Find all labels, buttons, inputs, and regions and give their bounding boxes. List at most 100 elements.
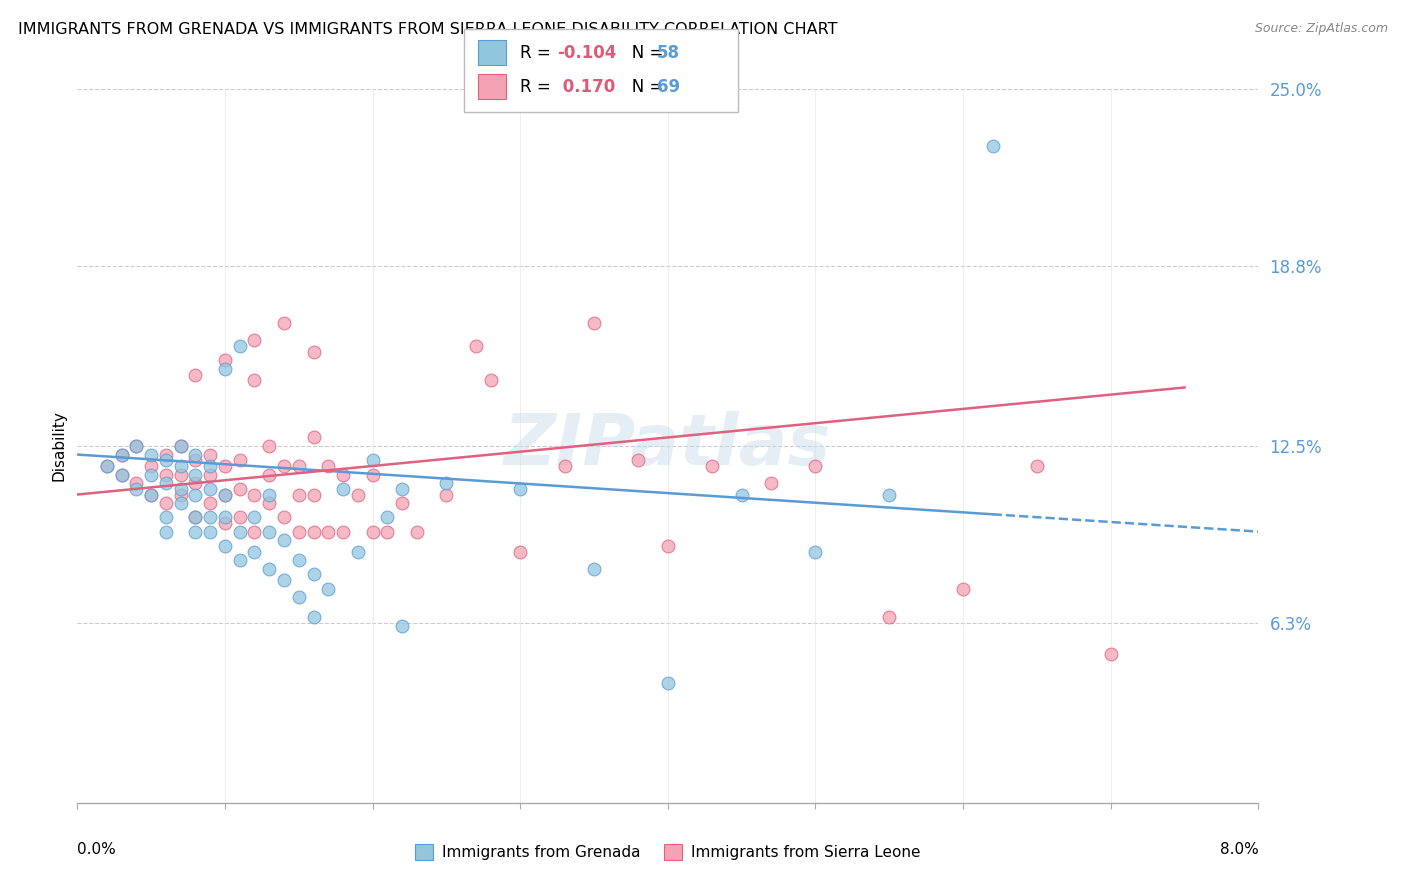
Point [155, 524, 177, 539]
Point [125, 482, 148, 496]
Point [184, 487, 207, 501]
Point [228, 524, 252, 539]
Point [259, 562, 281, 576]
Point [243, 510, 266, 524]
Point [273, 458, 295, 473]
Point [273, 533, 295, 548]
Point [155, 467, 177, 482]
Text: N =: N = [616, 44, 668, 62]
Point [361, 453, 384, 467]
Point [391, 619, 413, 633]
Point [273, 316, 295, 330]
Point [184, 476, 207, 491]
Point [184, 524, 207, 539]
Point [184, 368, 207, 382]
Point [627, 453, 650, 467]
Point [214, 362, 236, 376]
Point [111, 467, 132, 482]
Point [657, 676, 679, 690]
Point [361, 467, 384, 482]
Point [96, 458, 118, 473]
Point [259, 524, 281, 539]
Point [259, 467, 281, 482]
Text: R =: R = [520, 78, 557, 95]
Point [259, 439, 281, 453]
Point [243, 334, 266, 348]
Point [804, 544, 827, 558]
Point [302, 344, 325, 359]
Text: IMMIGRANTS FROM GRENADA VS IMMIGRANTS FROM SIERRA LEONE DISABILITY CORRELATION C: IMMIGRANTS FROM GRENADA VS IMMIGRANTS FR… [18, 22, 838, 37]
Point [391, 482, 413, 496]
Point [184, 448, 207, 462]
Point [302, 567, 325, 582]
Point [111, 448, 132, 462]
Point [155, 453, 177, 467]
Point [155, 510, 177, 524]
Point [391, 496, 413, 510]
Point [243, 373, 266, 387]
Point [200, 448, 222, 462]
Point [361, 524, 384, 539]
Point [436, 476, 458, 491]
Point [169, 458, 191, 473]
Point [125, 439, 148, 453]
Text: N =: N = [616, 78, 668, 95]
Point [214, 458, 236, 473]
Point [200, 482, 222, 496]
Point [228, 482, 252, 496]
Text: -0.104: -0.104 [557, 44, 616, 62]
Point [200, 496, 222, 510]
Point [657, 539, 679, 553]
Point [318, 524, 340, 539]
Legend: Immigrants from Grenada, Immigrants from Sierra Leone: Immigrants from Grenada, Immigrants from… [409, 838, 927, 866]
Text: 0.0%: 0.0% [77, 842, 117, 857]
Point [288, 553, 311, 567]
Point [346, 544, 368, 558]
Point [169, 496, 191, 510]
Y-axis label: Disability: Disability [51, 410, 66, 482]
Point [259, 496, 281, 510]
Point [214, 487, 236, 501]
Point [155, 448, 177, 462]
Point [436, 487, 458, 501]
Point [332, 467, 354, 482]
Point [141, 458, 163, 473]
Point [318, 582, 340, 596]
Point [302, 430, 325, 444]
Point [243, 544, 266, 558]
Point [169, 439, 191, 453]
Point [111, 467, 132, 482]
Point [1099, 648, 1122, 662]
Point [155, 476, 177, 491]
Point [583, 316, 606, 330]
Point [273, 573, 295, 587]
Point [288, 591, 311, 605]
Point [155, 496, 177, 510]
Point [111, 448, 132, 462]
Point [169, 439, 191, 453]
Point [214, 487, 236, 501]
Point [200, 458, 222, 473]
Point [125, 439, 148, 453]
Point [509, 544, 531, 558]
Point [200, 510, 222, 524]
Point [554, 458, 576, 473]
Point [981, 139, 1004, 153]
Point [184, 510, 207, 524]
Point [169, 487, 191, 501]
Point [243, 524, 266, 539]
Point [509, 482, 531, 496]
Point [318, 458, 340, 473]
Point [141, 487, 163, 501]
Point [200, 467, 222, 482]
Point [200, 524, 222, 539]
Point [141, 487, 163, 501]
Point [141, 448, 163, 462]
Point [169, 467, 191, 482]
Point [464, 339, 488, 353]
Point [583, 562, 606, 576]
Point [288, 524, 311, 539]
Point [479, 373, 502, 387]
Point [302, 610, 325, 624]
Point [96, 458, 118, 473]
